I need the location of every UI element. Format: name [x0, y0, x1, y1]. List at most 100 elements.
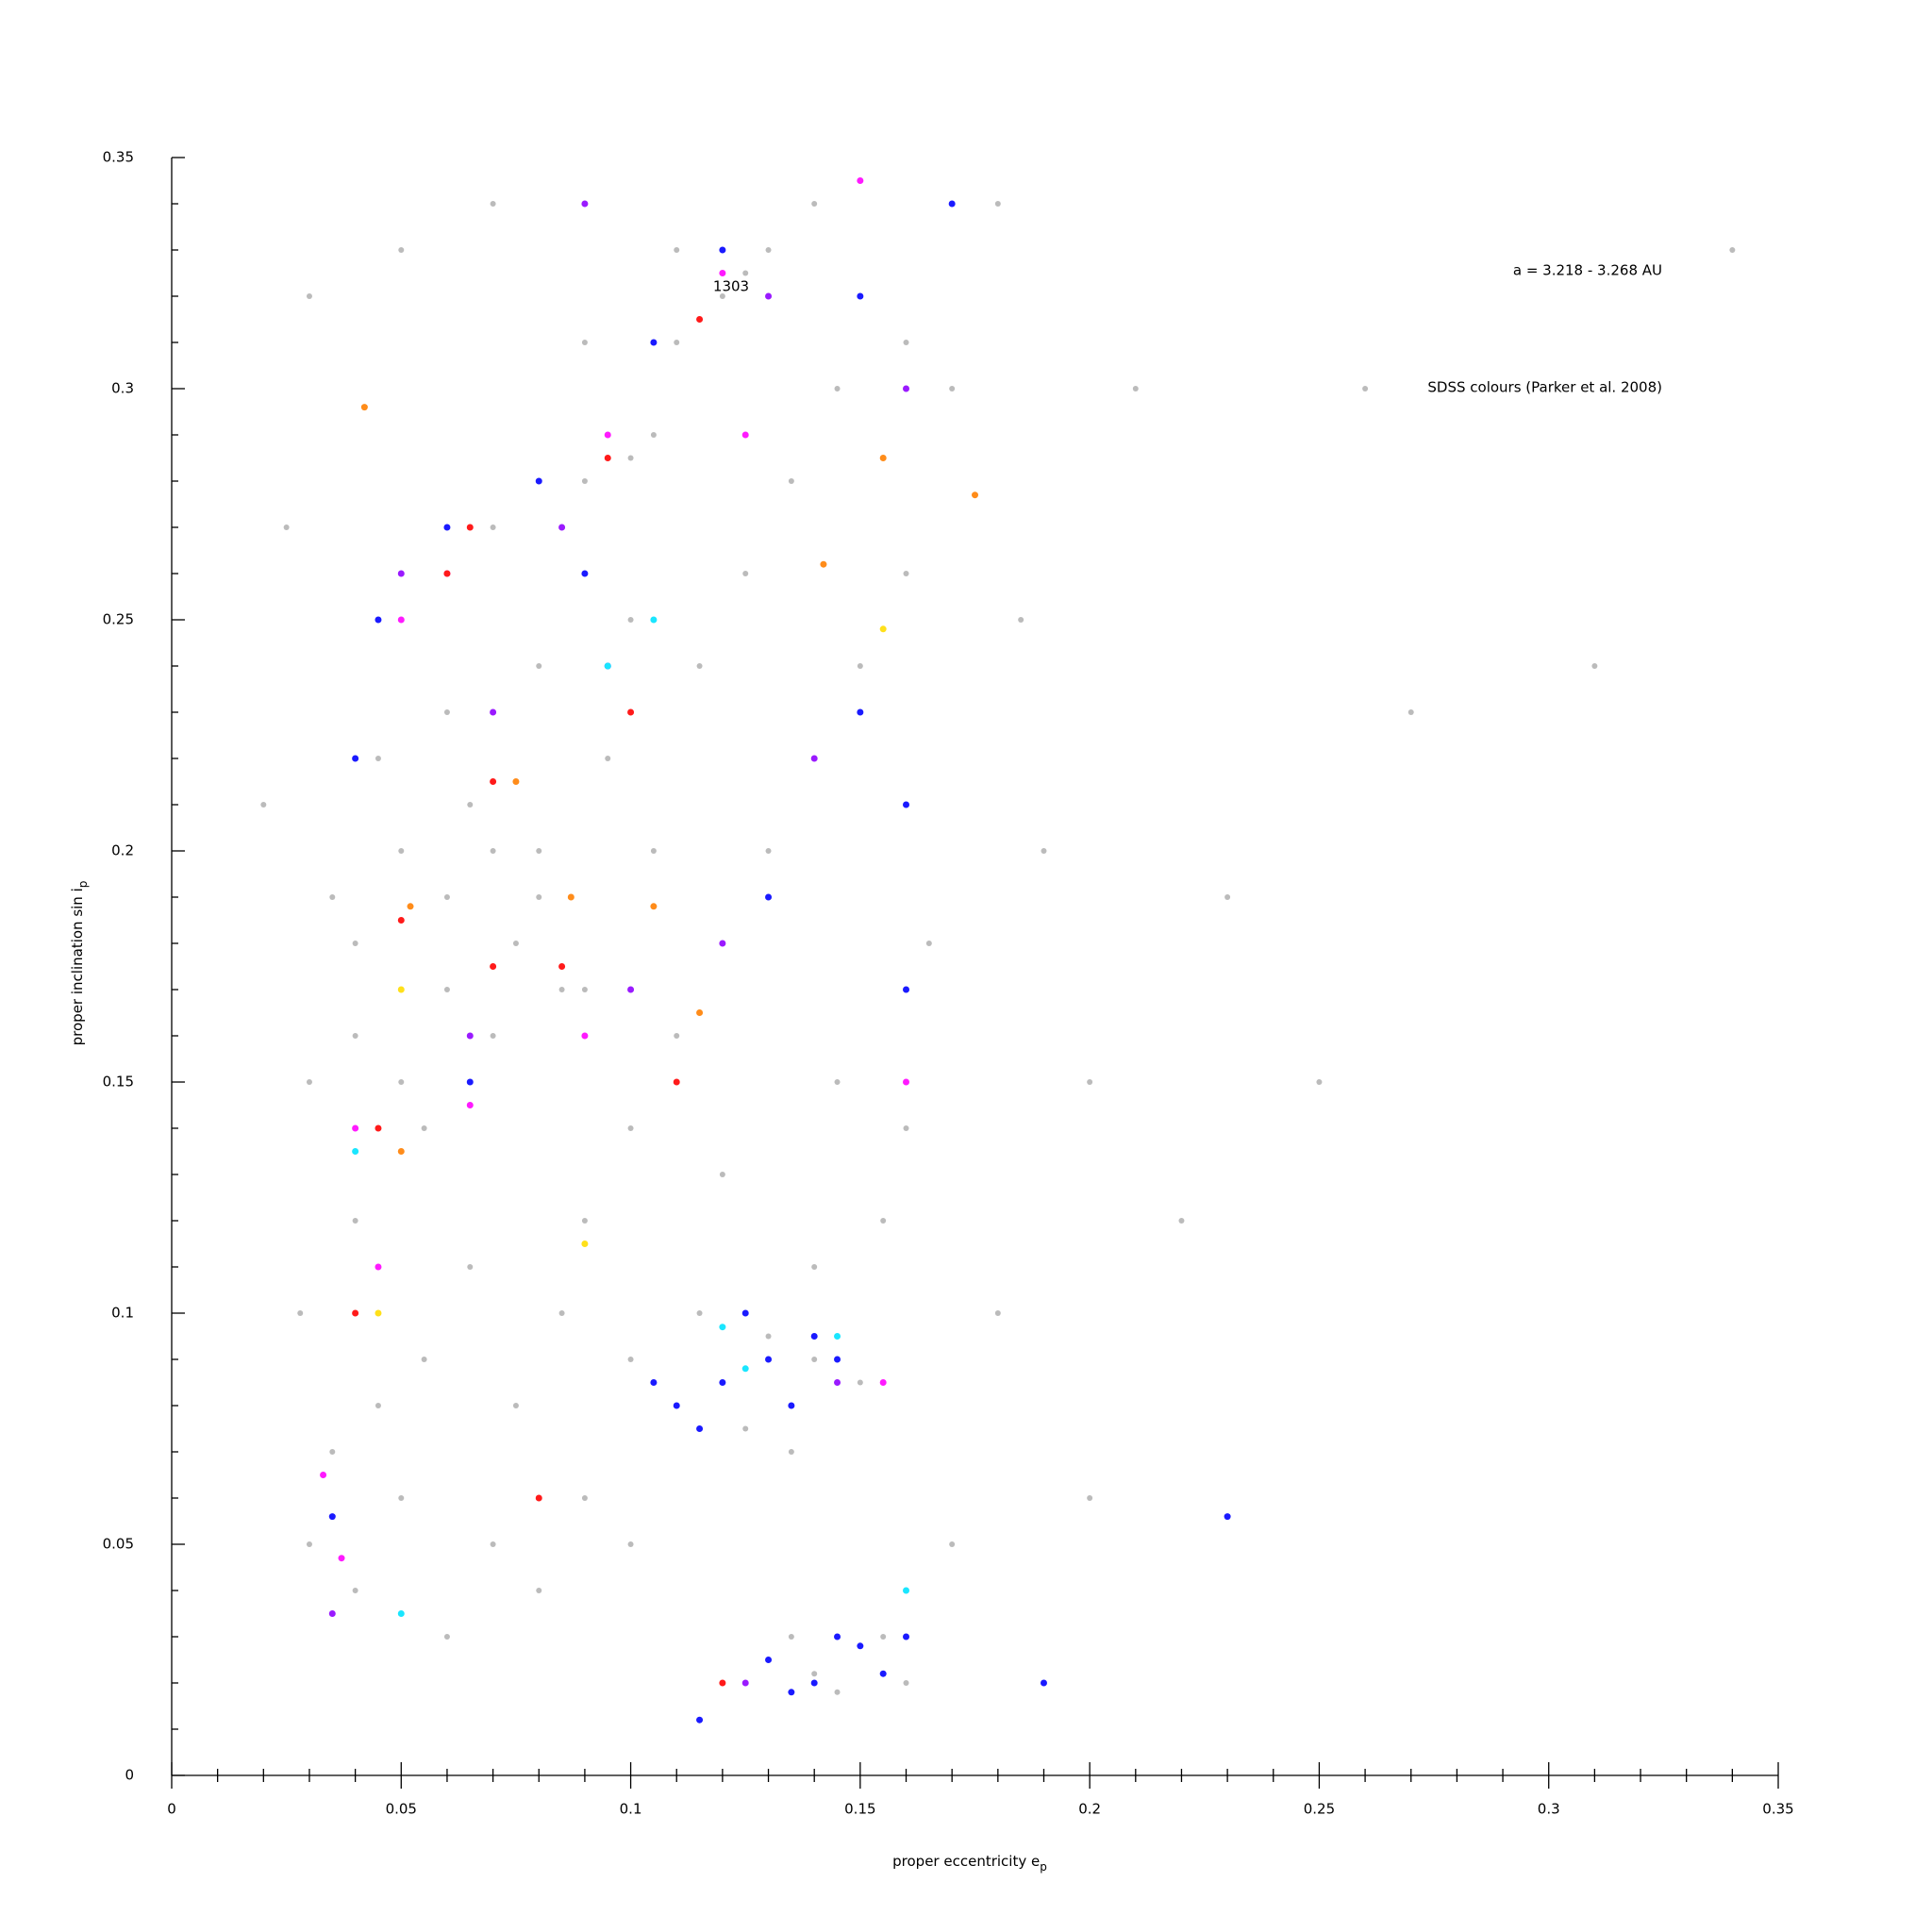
point — [558, 987, 565, 992]
point — [765, 292, 773, 300]
point — [490, 525, 496, 530]
point — [397, 570, 405, 577]
point — [581, 1218, 588, 1224]
point — [742, 571, 749, 576]
y-tick-label: 0.1 — [111, 1305, 134, 1322]
point — [1362, 386, 1369, 391]
x-axis-label-main: proper eccentricity e — [892, 1853, 1040, 1870]
point — [719, 1379, 726, 1386]
point — [397, 986, 405, 993]
point — [948, 200, 956, 208]
point — [581, 987, 588, 992]
point — [1591, 663, 1598, 669]
point — [466, 524, 474, 531]
point — [903, 385, 910, 392]
point — [581, 200, 589, 208]
x-tick-label: 0.35 — [1762, 1801, 1793, 1818]
point — [421, 1357, 427, 1362]
point — [352, 941, 358, 946]
point — [352, 1033, 358, 1039]
point — [306, 1079, 312, 1085]
point — [1178, 1218, 1185, 1224]
point — [352, 1309, 359, 1317]
point — [741, 431, 749, 439]
point — [834, 1356, 841, 1363]
point — [765, 848, 772, 854]
point — [696, 316, 704, 323]
point — [352, 1124, 359, 1132]
point — [490, 1033, 496, 1039]
point — [407, 903, 414, 910]
point — [375, 756, 381, 761]
point — [880, 1634, 887, 1640]
point — [306, 293, 312, 299]
point — [512, 1403, 519, 1408]
x-tick-label: 0 — [167, 1801, 176, 1818]
point — [857, 663, 863, 669]
point — [1224, 1513, 1231, 1521]
point — [320, 1472, 327, 1478]
point — [741, 1309, 749, 1317]
point — [283, 525, 290, 530]
point — [581, 1032, 589, 1040]
point — [857, 292, 864, 300]
point — [820, 560, 827, 568]
point — [857, 1642, 864, 1650]
point — [581, 340, 588, 345]
point — [811, 1264, 818, 1270]
point — [581, 1241, 589, 1247]
point — [398, 247, 405, 253]
point — [375, 1309, 382, 1317]
point — [1407, 709, 1414, 715]
point — [972, 491, 978, 499]
point — [627, 1357, 634, 1362]
annotation: SDSS colours (Parker et al. 2008) — [1427, 379, 1662, 396]
point — [536, 848, 542, 854]
point — [834, 1689, 841, 1695]
x-tick-label: 0.05 — [386, 1801, 417, 1818]
point — [811, 201, 818, 207]
point — [674, 247, 680, 253]
point — [536, 663, 542, 669]
point — [903, 1078, 910, 1086]
point — [1040, 1679, 1047, 1687]
point — [650, 903, 658, 910]
point — [834, 1079, 841, 1085]
point — [719, 293, 725, 299]
point — [443, 987, 450, 992]
point — [650, 616, 658, 624]
point — [673, 1402, 680, 1409]
point — [490, 848, 496, 854]
point — [398, 848, 405, 854]
point — [535, 477, 542, 485]
point — [567, 893, 575, 901]
point — [741, 1365, 749, 1373]
point — [397, 917, 405, 924]
point — [696, 1425, 704, 1432]
x-axis-label-sub: p — [1040, 1860, 1047, 1874]
point — [443, 894, 450, 900]
point — [1087, 1495, 1093, 1501]
point — [879, 625, 887, 633]
point — [328, 1610, 336, 1617]
point — [903, 1633, 910, 1641]
point — [421, 1125, 427, 1131]
x-tick-label: 0.25 — [1304, 1801, 1335, 1818]
point — [581, 570, 589, 577]
point — [834, 1633, 841, 1641]
point — [994, 1310, 1001, 1316]
point — [536, 894, 542, 900]
point — [949, 1541, 956, 1547]
point — [512, 778, 520, 785]
point — [765, 1356, 773, 1363]
point — [719, 1324, 726, 1331]
point — [650, 1379, 658, 1386]
point — [1087, 1079, 1093, 1085]
point — [674, 340, 680, 345]
point — [788, 1689, 795, 1696]
point — [306, 1541, 312, 1547]
point — [443, 709, 450, 715]
point — [879, 1379, 887, 1386]
point — [397, 1148, 405, 1155]
point — [719, 940, 726, 947]
